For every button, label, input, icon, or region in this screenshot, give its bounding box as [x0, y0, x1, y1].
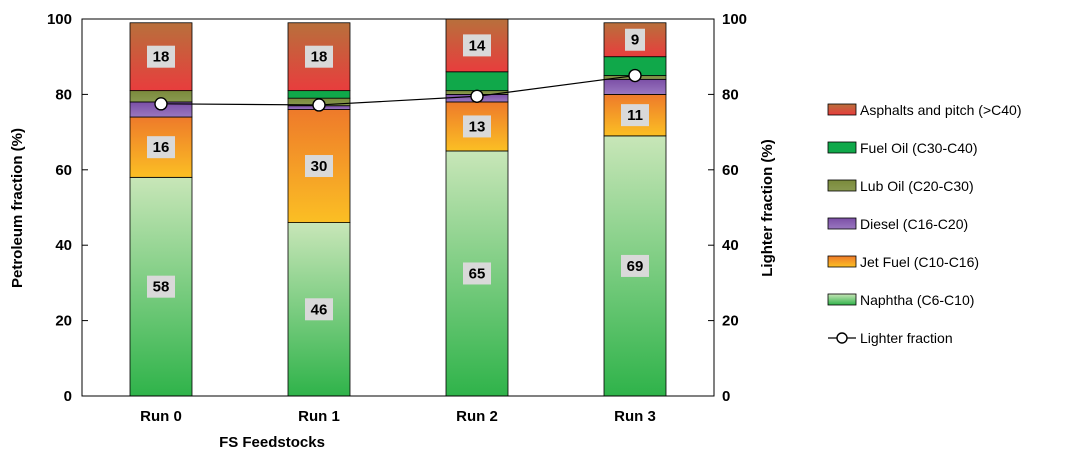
data-label: 18	[311, 49, 328, 66]
legend-label: Fuel Oil (C30-C40)	[860, 140, 977, 156]
bar-segment	[445, 71, 509, 92]
legend-swatch	[827, 179, 857, 192]
x-axis-title: FS Feedstocks	[219, 434, 325, 451]
data-label-box	[147, 275, 175, 298]
data-label-box	[147, 45, 175, 68]
y-tick-label: 100	[47, 11, 72, 28]
lighter-fraction-point	[628, 68, 642, 83]
data-label: 11	[627, 107, 643, 124]
data-label-box	[463, 262, 491, 285]
data-label-box	[305, 298, 333, 321]
legend-label: Jet Fuel (C10-C16)	[860, 254, 979, 270]
legend-swatch	[827, 255, 857, 268]
legend-swatch	[827, 293, 857, 306]
x-tick-label: Run 2	[456, 408, 498, 425]
legend-label: Diesel (C16-C20)	[860, 216, 968, 232]
data-label: 46	[311, 301, 328, 318]
y-axis-left: 0 20 40 60 80 100	[47, 11, 88, 405]
x-tick-label: Run 0	[140, 408, 182, 425]
data-label: 14	[469, 37, 486, 54]
y-tick-label: 20	[55, 313, 72, 330]
x-tick-label: Run 3	[614, 408, 656, 425]
bar-segment	[129, 116, 193, 178]
legend: Asphalts and pitch (>C40) Fuel Oil (C30-C…	[827, 102, 1021, 346]
data-label: 58	[153, 279, 170, 296]
lighter-fraction-point	[470, 89, 484, 103]
data-label-box	[463, 115, 491, 138]
data-label: 9	[631, 32, 639, 49]
data-label-box	[305, 45, 333, 68]
y-tick-label: 60	[55, 162, 72, 179]
legend-label: Lighter fraction	[860, 330, 953, 346]
y-tick-label: 0	[64, 388, 72, 405]
y2-tick-label: 80	[722, 86, 739, 103]
plot-frame	[81, 18, 715, 397]
y-tick-label: 40	[55, 237, 72, 254]
legend-swatch	[827, 217, 857, 230]
x-axis: Run 0 Run 1 Run 2 Run 3	[140, 408, 656, 425]
data-label-box	[463, 34, 491, 57]
y-axis-right: 0 20 40 60 80 100	[708, 11, 747, 405]
bar-segment	[287, 90, 351, 99]
data-label: 16	[153, 139, 170, 156]
lighter-fraction-point	[154, 97, 168, 111]
legend-swatch	[827, 103, 857, 116]
y2-tick-label: 60	[722, 162, 739, 179]
data-label-box	[621, 254, 649, 277]
plot-area: 58 16 18 46 30 18 65 13 14 69 11 9	[81, 18, 715, 397]
legend-label: Asphalts and pitch (>C40)	[860, 102, 1021, 118]
data-label-box	[625, 28, 645, 51]
data-label: 13	[469, 118, 486, 135]
y2-tick-label: 20	[722, 313, 739, 330]
legend-label: Lub Oil (C20-C30)	[860, 178, 974, 194]
lighter-fraction-line	[160, 74, 636, 106]
data-label-box	[305, 155, 333, 178]
legend-label: Naphtha (C6-C10)	[860, 292, 974, 308]
y2-tick-label: 0	[722, 388, 730, 405]
y-axis-title-right: Lighter fraction (%)	[759, 139, 776, 277]
y-tick-label: 80	[55, 86, 72, 103]
data-label-box	[621, 104, 649, 127]
data-label: 69	[627, 258, 644, 275]
x-tick-label: Run 1	[298, 408, 340, 425]
lighter-fraction-point	[312, 98, 326, 112]
y2-tick-label: 100	[722, 11, 747, 28]
legend-swatch	[827, 141, 857, 154]
data-label: 30	[311, 158, 328, 175]
data-label-box	[147, 136, 175, 159]
legend-line-marker	[836, 332, 848, 344]
data-label: 65	[469, 265, 486, 282]
y2-tick-label: 40	[722, 237, 739, 254]
data-label: 18	[153, 49, 170, 66]
y-axis-title-left: Petroleum fraction (%)	[9, 128, 26, 288]
